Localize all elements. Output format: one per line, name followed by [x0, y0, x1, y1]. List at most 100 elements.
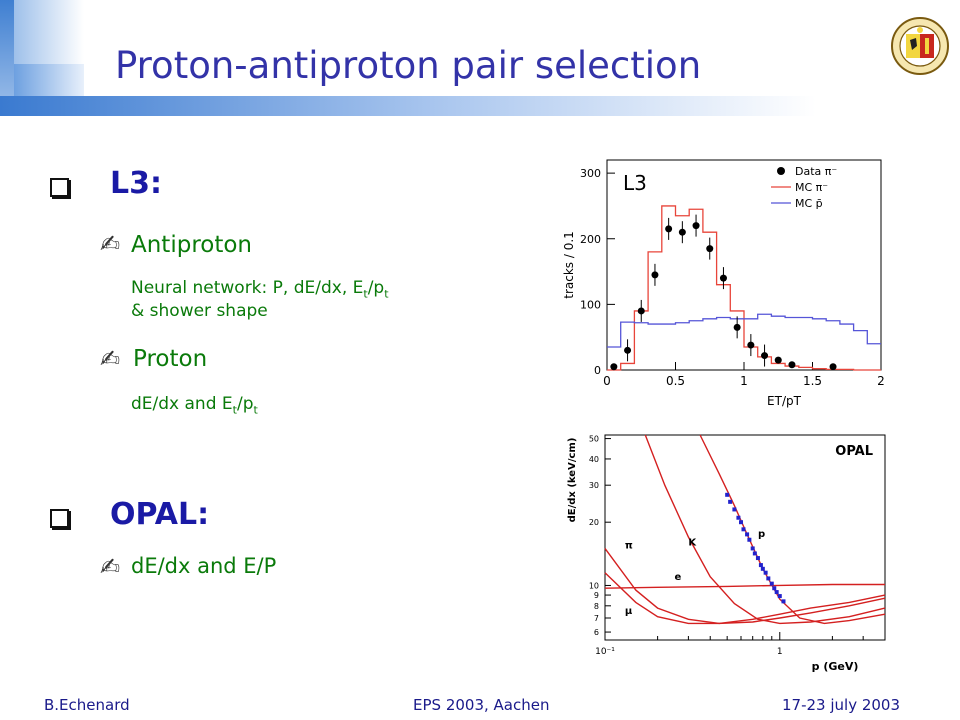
- legend-label: Data π⁻: [795, 165, 837, 178]
- section-bullet-opal: [50, 509, 69, 528]
- title-underline-band: [0, 96, 960, 116]
- proton-candidate-point: [745, 532, 750, 537]
- footer-author: B.Echenard: [44, 696, 130, 714]
- proton-candidate-point: [766, 576, 771, 581]
- y-tick-label: 0: [594, 364, 601, 377]
- proton-candidate-point: [750, 546, 755, 551]
- x-tick-label: 2: [877, 374, 885, 388]
- y-tick-label: 30: [589, 481, 599, 490]
- proton-candidate-point: [769, 581, 774, 586]
- y-tick-label: 8: [594, 602, 599, 611]
- y-tick-label: 200: [580, 233, 601, 246]
- x-tick-label: 1.5: [803, 374, 822, 388]
- y-tick-label: 6: [594, 628, 599, 637]
- data-point: [829, 363, 837, 371]
- x-tick-label: 1: [777, 647, 783, 657]
- data-point: [610, 363, 618, 371]
- opal-dedx-chart: 10⁻¹ 1 6 7 8 910 20 30 40 50 p (GeV) dE/dx (keV/cm)…: [567, 434, 886, 673]
- y-tick-label: 9: [594, 591, 599, 600]
- proton-candidate-point: [728, 499, 733, 504]
- corner-decoration: [0, 0, 14, 112]
- antiproton-detail-line1: Neural network: P, dE/dx, Et/pt: [131, 278, 389, 301]
- bethe-bloch-curve-μ: [604, 572, 886, 625]
- data-point: [788, 361, 796, 369]
- proton-candidate-point: [736, 515, 741, 520]
- proton-candidate-point: [758, 563, 763, 568]
- proton-candidate-point: [763, 570, 768, 575]
- data-point: [637, 307, 645, 315]
- proton-candidate-point: [772, 586, 777, 591]
- chart-title-opal: OPAL: [835, 444, 873, 459]
- bethe-bloch-curve-e: [604, 583, 885, 589]
- data-point: [747, 341, 755, 349]
- antiproton-detail-line2: & shower shape: [131, 301, 268, 321]
- data-point: [774, 356, 782, 364]
- bethe-bloch-curve-p: [699, 434, 886, 625]
- data-point: [678, 228, 686, 236]
- x-axis-label: p (GeV): [812, 660, 859, 673]
- curve-label: p: [758, 529, 765, 540]
- legend-label: MC p̄: [795, 197, 823, 210]
- curve-label: π: [625, 540, 633, 551]
- histogram-step-mc-pbar: [607, 313, 881, 348]
- y-tick-label: 300: [580, 167, 601, 180]
- data-point: [706, 245, 714, 253]
- plot-frame: [604, 434, 886, 641]
- l3-histogram-chart: 0 0.5 1 1.5 2 0 100 200 300 ET/pT tracks / 0.1 L3 Da…: [562, 159, 885, 408]
- data-point: [692, 222, 700, 230]
- page-title: Proton-antiproton pair selection: [115, 44, 702, 87]
- y-tick-label: 7: [594, 614, 599, 623]
- bethe-bloch-curve-K: [644, 434, 886, 625]
- y-tick-label: 10: [589, 581, 599, 590]
- legend-label: MC π⁻: [795, 181, 828, 194]
- curve-label: K: [688, 537, 697, 548]
- legend-marker-data: [777, 167, 785, 175]
- bethe-bloch-curve-π: [604, 547, 886, 625]
- y-tick-label: 20: [589, 518, 599, 527]
- proton-candidate-point: [755, 556, 760, 561]
- proton-candidate-point: [777, 594, 782, 599]
- l3-heading: L3:: [110, 166, 162, 201]
- section-bullet-l3: [50, 178, 69, 197]
- proton-candidate-point: [747, 537, 752, 542]
- proton-candidate-point: [774, 590, 779, 595]
- opal-heading: OPAL:: [110, 497, 210, 532]
- data-point: [651, 271, 659, 279]
- proton-candidate-point: [760, 566, 765, 571]
- data-point: [719, 274, 727, 282]
- x-axis-label: ET/pT: [767, 394, 802, 408]
- proton-detail: dE/dx and Et/pt: [131, 394, 258, 417]
- y-axis-label: dE/dx (keV/cm): [567, 438, 578, 523]
- y-tick-label: 40: [589, 455, 599, 464]
- opal-criterion: dE/dx and E/P: [131, 554, 277, 578]
- y-tick-label: 100: [580, 298, 601, 311]
- university-seal-logo: [891, 17, 949, 75]
- curve-label: μ: [625, 606, 633, 617]
- x-tick-label: 10⁻¹: [595, 647, 615, 657]
- data-point: [733, 323, 741, 331]
- x-tick-label: 1: [740, 374, 748, 388]
- data-point: [665, 225, 673, 233]
- proton-candidate-point: [752, 551, 757, 556]
- proton-candidate-point: [725, 492, 730, 497]
- proton-label: Proton: [133, 346, 208, 372]
- antiproton-label: Antiproton: [131, 232, 253, 258]
- proton-candidate-point: [739, 520, 744, 525]
- proton-candidate-point: [781, 599, 786, 604]
- y-tick-label: 50: [589, 435, 599, 444]
- histogram-step-mc-pi: [607, 205, 881, 371]
- x-tick-label: 0: [603, 374, 611, 388]
- proton-candidate-point: [741, 527, 746, 532]
- footer-date: 17-23 july 2003: [782, 696, 901, 714]
- curve-label: e: [675, 572, 682, 583]
- data-point: [624, 346, 632, 354]
- pen-bullet-icon: ✍: [100, 553, 121, 581]
- corner-decoration-light: [14, 0, 84, 64]
- pen-bullet-icon: ✍: [100, 230, 121, 258]
- data-point: [761, 352, 769, 360]
- pen-bullet-icon: ✍: [100, 345, 121, 373]
- y-axis-label: tracks / 0.1: [562, 231, 576, 299]
- chart-title-l3: L3: [623, 171, 647, 195]
- x-tick-label: 0.5: [666, 374, 685, 388]
- footer-conference: EPS 2003, Aachen: [413, 696, 550, 714]
